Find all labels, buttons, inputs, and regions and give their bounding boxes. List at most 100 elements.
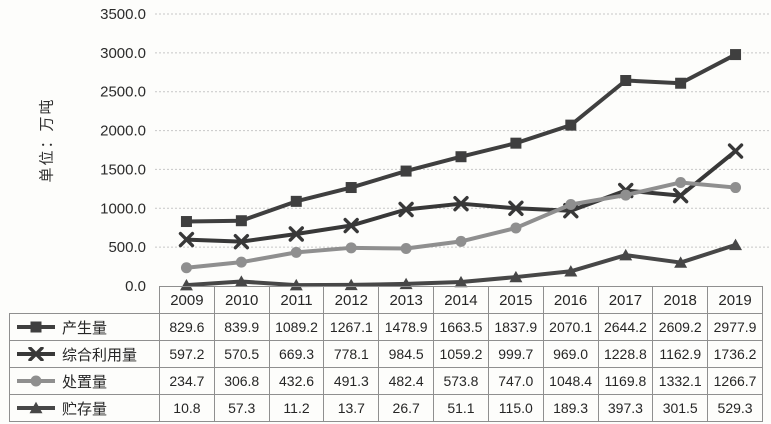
chart-data-table: 2009 2010 2011 2012 2013 2014 2015 2016 2017 2018… bbox=[9, 286, 763, 422]
value-cell-production: 1837.9 bbox=[487, 313, 544, 341]
value-cell-disposal: 573.8 bbox=[433, 367, 489, 395]
data-table: 2009 2010 2011 2012 2013 2014 2015 2016 2017 2018… bbox=[9, 286, 763, 422]
legend-cell-utilization: 综合利用量 bbox=[9, 340, 160, 368]
value-cell-production: 2070.1 bbox=[542, 313, 599, 341]
year-header-cell: 2016 bbox=[542, 286, 599, 314]
year-header-cell: 2019 bbox=[707, 286, 763, 314]
value-cell-storage: 10.8 bbox=[159, 394, 215, 422]
circle-marker-disposal bbox=[455, 235, 467, 247]
value-cell-utilization: 1228.8 bbox=[597, 340, 654, 368]
value-cell-disposal: 1048.4 bbox=[542, 367, 599, 395]
x-marker-utilization bbox=[233, 233, 250, 250]
y-tick-label: 1000.0 bbox=[100, 200, 146, 217]
x-marker-utilization bbox=[672, 187, 689, 204]
x-marker-utilization bbox=[178, 231, 195, 248]
series-label-disposal: 处置量 bbox=[62, 373, 108, 391]
series-line-production bbox=[184, 52, 738, 224]
value-cell-storage: 301.5 bbox=[652, 394, 709, 422]
year-header-cell: 2010 bbox=[213, 286, 270, 314]
value-cell-production: 1267.1 bbox=[323, 313, 380, 341]
square-marker-icon bbox=[17, 321, 55, 333]
circle-marker-disposal bbox=[290, 246, 302, 258]
square-marker-production bbox=[400, 165, 412, 177]
x-marker-icon bbox=[17, 346, 55, 362]
circle-marker-disposal bbox=[180, 262, 192, 274]
value-cell-production: 829.6 bbox=[159, 313, 215, 341]
triangle-marker-storage bbox=[564, 265, 578, 277]
triangle-marker-storage bbox=[619, 248, 633, 261]
value-cell-storage: 13.7 bbox=[323, 394, 380, 422]
value-cell-disposal: 491.3 bbox=[323, 367, 380, 395]
series-row-utilization: 综合利用量 597.2 570.5 669.3 778.1 984.5 1059.2 999.… bbox=[9, 340, 763, 368]
square-marker-production bbox=[345, 182, 357, 194]
value-cell-utilization: 984.5 bbox=[378, 340, 435, 368]
square-marker-production bbox=[510, 137, 522, 149]
year-header-cell: 2015 bbox=[487, 286, 544, 314]
series-line-utilization bbox=[184, 149, 738, 244]
square-marker-production bbox=[235, 215, 247, 227]
y-tick-label: 3500.0 bbox=[100, 6, 146, 23]
circle-marker-disposal bbox=[510, 222, 522, 234]
year-header-cell: 2012 bbox=[323, 286, 380, 314]
series-row-storage: 贮存量 10.8 57.3 11.2 13.7 26.7 51.1 115.0 189.3 397… bbox=[9, 394, 763, 422]
y-tick-label: 0.0 bbox=[125, 278, 146, 295]
legend-cell-storage: 贮存量 bbox=[9, 394, 160, 422]
series-label-production: 产生量 bbox=[62, 319, 108, 337]
year-header-cell: 2009 bbox=[159, 286, 215, 314]
year-header-cell: 2013 bbox=[378, 286, 435, 314]
value-cell-utilization: 1162.9 bbox=[652, 340, 709, 368]
value-cell-disposal: 482.4 bbox=[378, 367, 435, 395]
value-cell-production: 1663.5 bbox=[433, 313, 489, 341]
series-line-disposal bbox=[184, 180, 738, 270]
plot-area: 0.0 500.0 1000.0 1500.0 2000.0 2500.0 3000.0 35… bbox=[100, 6, 770, 295]
x-marker-utilization bbox=[398, 201, 414, 218]
year-header-cell: 2011 bbox=[268, 286, 325, 314]
line-chart: 单位：万吨 0.0 500.0 1000.0 1500.0 2000.0 2500.0 30… bbox=[39, 6, 770, 295]
circle-marker-disposal bbox=[620, 189, 632, 201]
value-cell-production: 2977.9 bbox=[707, 313, 763, 341]
value-cell-disposal: 234.7 bbox=[159, 367, 215, 395]
year-header-cell: 2014 bbox=[433, 286, 489, 314]
value-cell-storage: 397.3 bbox=[597, 394, 654, 422]
value-cell-storage: 26.7 bbox=[378, 394, 435, 422]
triangle-marker-storage bbox=[674, 256, 688, 268]
value-cell-utilization: 999.7 bbox=[487, 340, 544, 368]
value-cell-storage: 11.2 bbox=[268, 394, 325, 422]
value-cell-production: 839.9 bbox=[213, 313, 270, 341]
value-cell-disposal: 432.6 bbox=[268, 367, 325, 395]
y-tick-label: 500.0 bbox=[108, 239, 146, 256]
circle-marker-disposal bbox=[400, 243, 412, 255]
value-cell-production: 2644.2 bbox=[597, 313, 654, 341]
y-tick-label: 1500.0 bbox=[100, 161, 146, 178]
value-cell-utilization: 669.3 bbox=[268, 340, 325, 368]
x-marker-glyph bbox=[28, 346, 44, 362]
value-cell-utilization: 969.0 bbox=[542, 340, 599, 368]
value-cell-disposal: 1332.1 bbox=[652, 367, 709, 395]
x-marker-utilization bbox=[727, 143, 744, 159]
circle-marker-disposal bbox=[675, 176, 687, 188]
year-header-row: 2009 2010 2011 2012 2013 2014 2015 2016 2017 2018… bbox=[10, 286, 763, 314]
value-cell-storage: 529.3 bbox=[707, 394, 763, 422]
value-cell-disposal: 306.8 bbox=[213, 367, 270, 395]
x-marker-utilization bbox=[508, 200, 524, 217]
value-cell-storage: 51.1 bbox=[433, 394, 489, 422]
value-cell-storage: 115.0 bbox=[487, 394, 544, 422]
value-cell-utilization: 1059.2 bbox=[433, 340, 489, 368]
value-cell-disposal: 1266.7 bbox=[707, 367, 763, 395]
y-tick-label: 3000.0 bbox=[100, 45, 146, 62]
value-cell-utilization: 570.5 bbox=[213, 340, 270, 368]
value-cell-utilization: 597.2 bbox=[159, 340, 215, 368]
triangle-marker-storage bbox=[234, 275, 248, 287]
value-cell-disposal: 1169.8 bbox=[597, 367, 654, 395]
circle-marker-disposal bbox=[565, 199, 577, 211]
year-header-cell: 2017 bbox=[597, 286, 654, 314]
series-label-utilization: 综合利用量 bbox=[62, 346, 138, 364]
series-row-production: 产生量 829.6 839.9 1089.2 1267.1 1478.9 1663.5 183… bbox=[9, 313, 763, 341]
square-marker-production bbox=[180, 216, 192, 228]
square-marker-production bbox=[455, 151, 467, 163]
triangle-marker-icon bbox=[17, 401, 55, 414]
value-cell-storage: 57.3 bbox=[213, 394, 270, 422]
circle-marker-glyph bbox=[30, 375, 42, 387]
year-header-cell: 2018 bbox=[652, 286, 709, 314]
